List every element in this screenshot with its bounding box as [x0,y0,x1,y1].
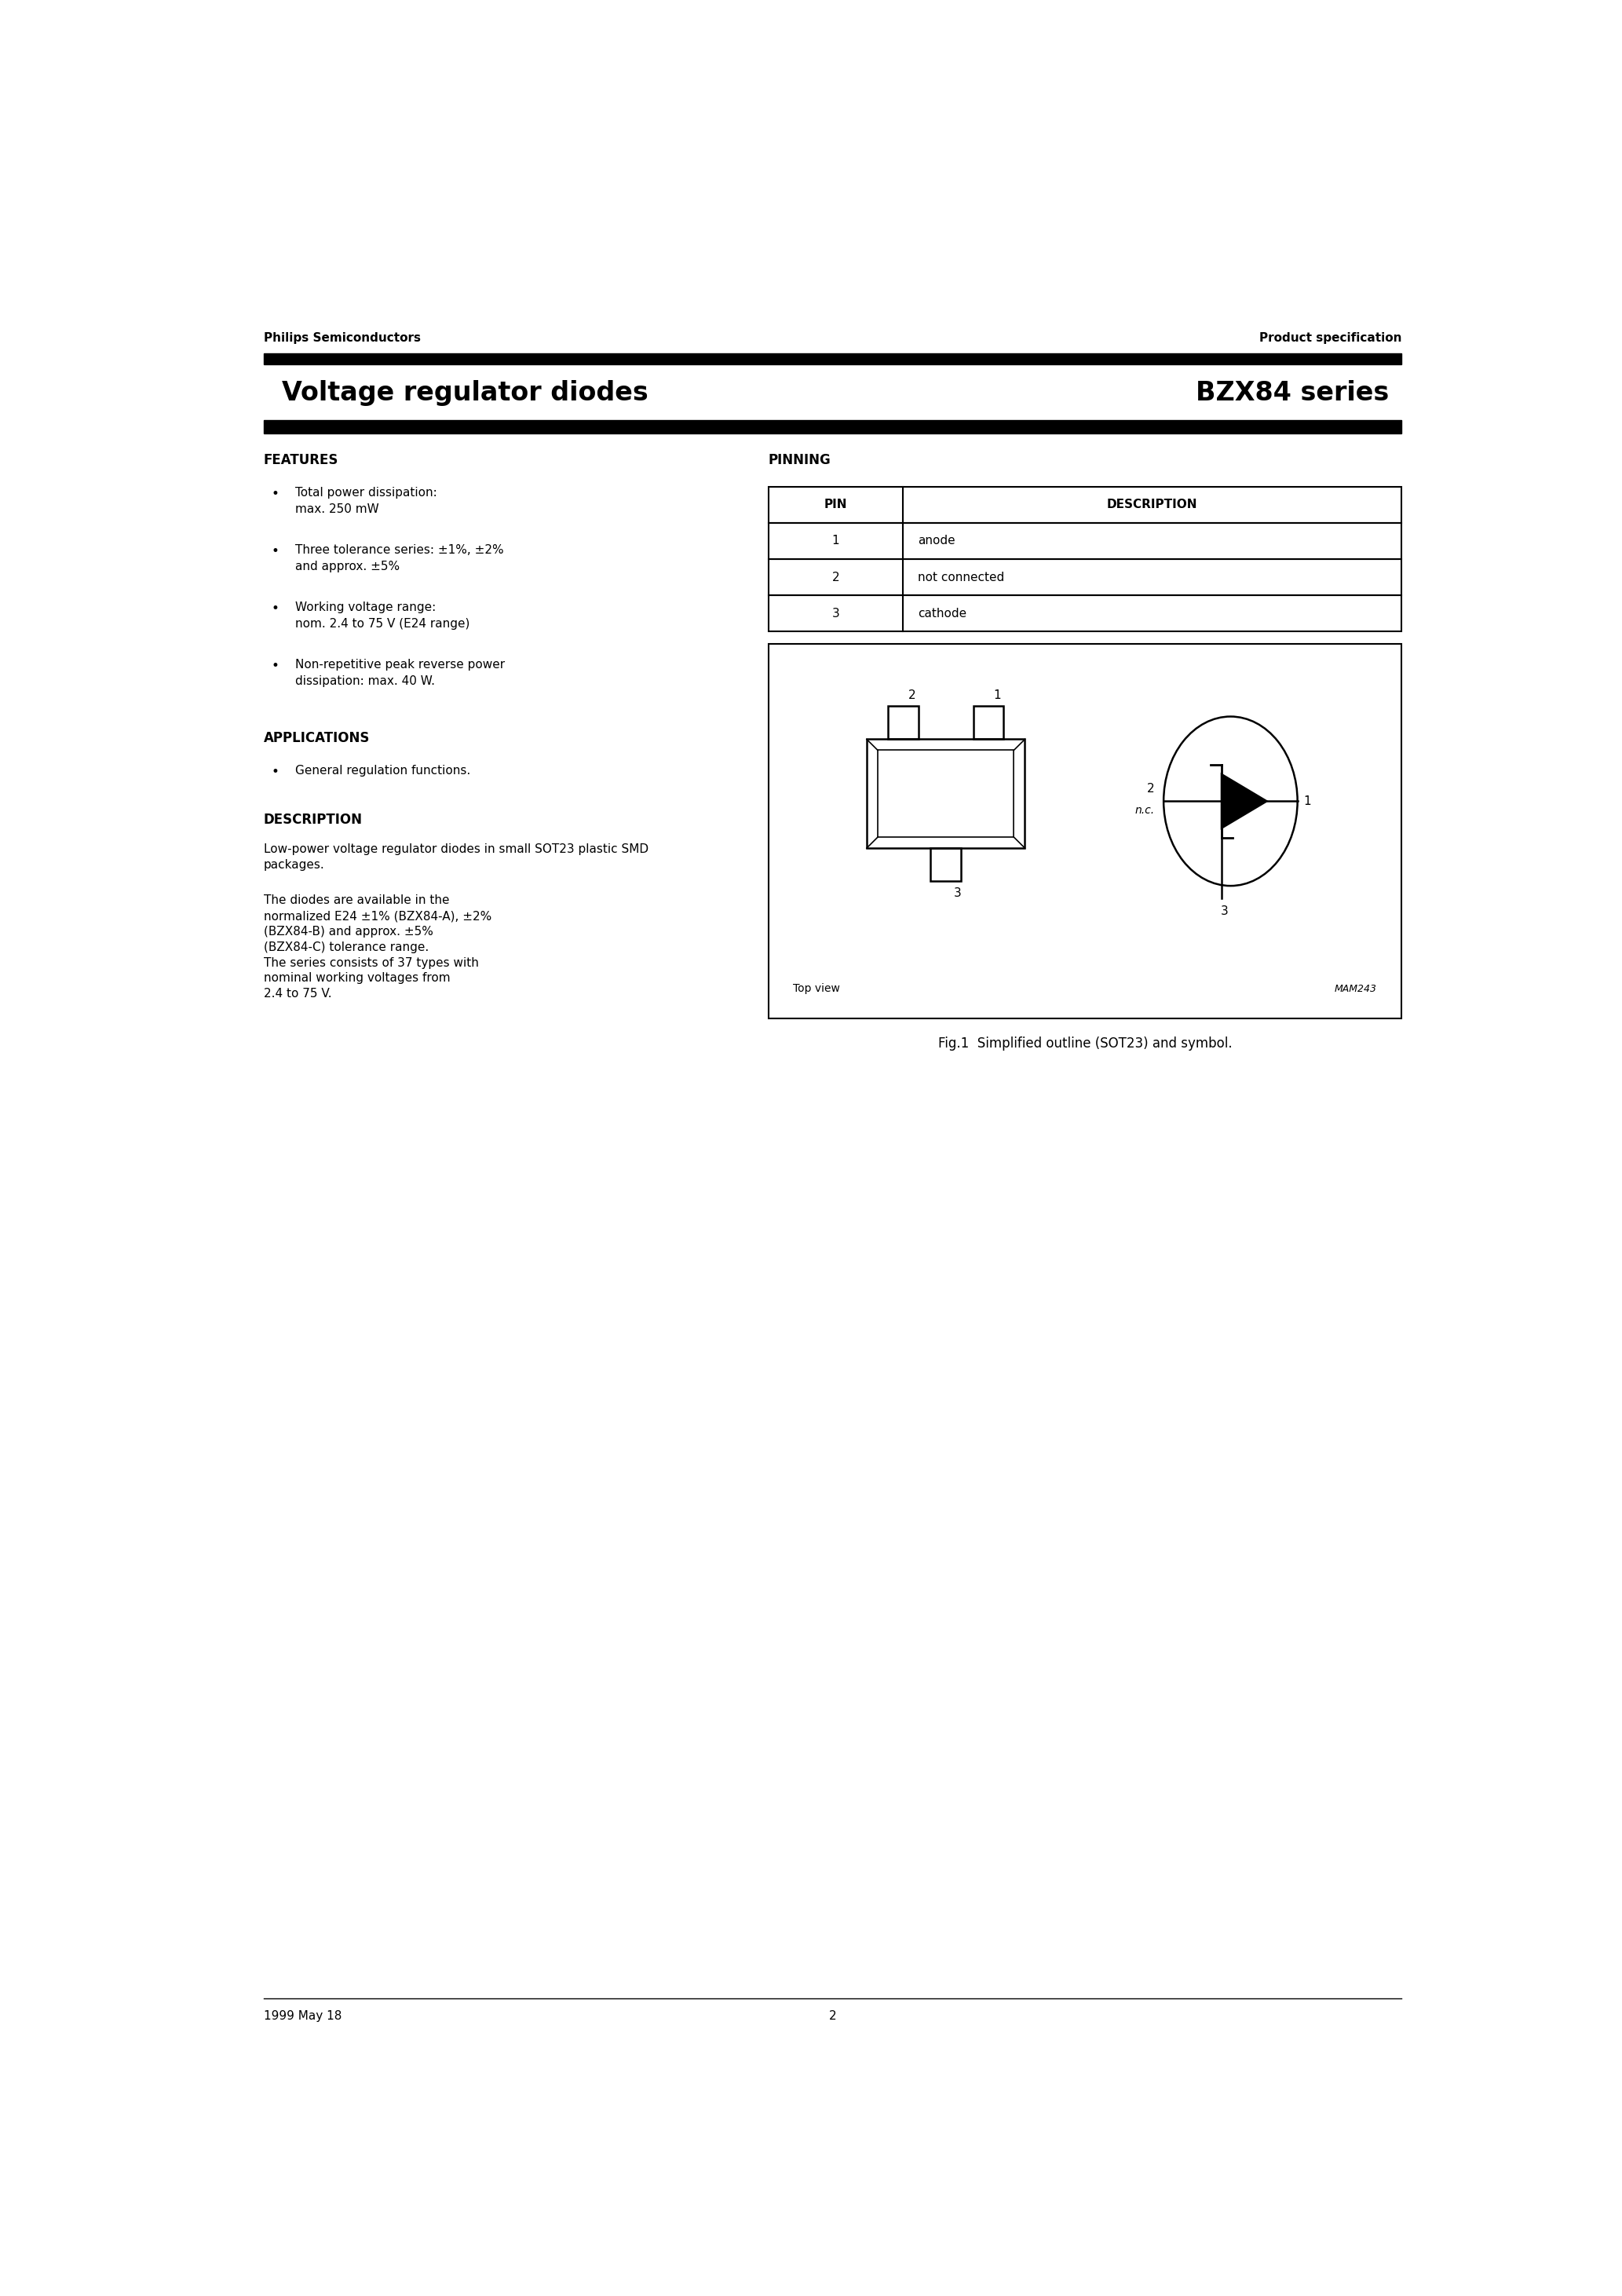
Bar [931,847,960,882]
Text: •: • [271,765,279,778]
Bar [769,487,1401,523]
Text: PIN: PIN [824,498,847,510]
Text: MAM243: MAM243 [1335,985,1377,994]
Bar [878,751,1014,838]
Bar [264,354,1401,365]
Text: DESCRIPTION: DESCRIPTION [1106,498,1197,510]
Text: DESCRIPTION: DESCRIPTION [264,813,362,827]
Text: n.c.: n.c. [1135,806,1155,815]
Text: not connected: not connected [918,572,1004,583]
Text: 1999 May 18: 1999 May 18 [264,2011,342,2023]
Text: anode: anode [918,535,955,546]
Text: Non-repetitive peak reverse power
dissipation: max. 40 W.: Non-repetitive peak reverse power dissip… [295,659,504,687]
Text: Product specification: Product specification [1259,333,1401,344]
Text: •: • [271,487,279,501]
Bar [769,560,1401,595]
Text: •: • [271,544,279,558]
Bar [769,523,1401,560]
Text: 3: 3 [954,886,962,900]
Bar [769,595,1401,631]
Text: 1: 1 [1304,794,1311,808]
Text: BZX84 series: BZX84 series [1195,379,1388,406]
Text: Top view: Top view [793,983,840,994]
Bar [866,739,1025,847]
Text: cathode: cathode [918,608,967,620]
Text: 2: 2 [908,689,916,700]
Text: The diodes are available in the
normalized E24 ±1% (BZX84-A), ±2%
(BZX84-B) and : The diodes are available in the normaliz… [264,895,491,999]
Text: •: • [271,659,279,673]
Text: 1: 1 [832,535,839,546]
Text: 1: 1 [994,689,1001,700]
Text: PINNING: PINNING [769,452,830,468]
Text: Three tolerance series: ±1%, ±2%
and approx. ±5%: Three tolerance series: ±1%, ±2% and app… [295,544,504,572]
Text: Philips Semiconductors: Philips Semiconductors [264,333,420,344]
Text: Fig.1  Simplified outline (SOT23) and symbol.: Fig.1 Simplified outline (SOT23) and sym… [938,1038,1233,1052]
Text: APPLICATIONS: APPLICATIONS [264,732,370,746]
Bar [887,705,918,739]
Text: •: • [271,602,279,615]
Text: Total power dissipation:
max. 250 mW: Total power dissipation: max. 250 mW [295,487,438,514]
Text: 2: 2 [1147,783,1155,794]
Text: FEATURES: FEATURES [264,452,339,468]
Text: 3: 3 [832,608,839,620]
Text: Low-power voltage regulator diodes in small SOT23 plastic SMD
packages.: Low-power voltage regulator diodes in sm… [264,843,649,870]
Text: Voltage regulator diodes: Voltage regulator diodes [282,379,649,406]
Text: 2: 2 [832,572,839,583]
Bar [973,705,1004,739]
Text: General regulation functions.: General regulation functions. [295,765,470,776]
Text: Working voltage range:
nom. 2.4 to 75 V (E24 range): Working voltage range: nom. 2.4 to 75 V … [295,602,470,629]
Bar [264,420,1401,434]
Bar [769,643,1401,1019]
Text: 2: 2 [829,2011,837,2023]
Polygon shape [1221,774,1267,829]
Text: 3: 3 [1221,905,1228,916]
